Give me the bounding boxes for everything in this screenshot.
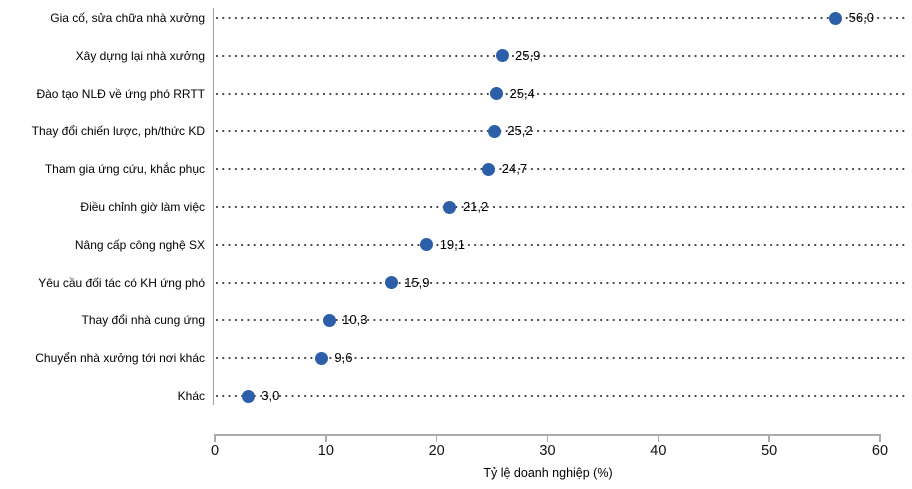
x-axis-title: Tỷ lệ doanh nghiệp (%) — [483, 466, 613, 480]
leader-line — [216, 168, 905, 171]
data-point-dot — [487, 124, 501, 138]
x-tick-label: 60 — [871, 443, 889, 459]
x-tick-label: 50 — [761, 443, 778, 459]
data-point-dot — [384, 276, 398, 290]
data-point-dot — [420, 238, 434, 252]
leader-line — [216, 281, 905, 284]
value-label: 9,6 — [334, 350, 353, 366]
value-label: 19,1 — [439, 236, 465, 252]
category-label: Tham gia ứng cứu, khắc phục — [44, 162, 205, 177]
value-label: 21,2 — [462, 199, 489, 214]
category-label: Thay đổi nhà cung ứng — [81, 313, 205, 328]
leader-line — [216, 357, 905, 360]
category-label: Chuyển nhà xưởng tới nơi khác — [35, 351, 205, 366]
leader-line — [216, 243, 905, 246]
data-point-dot — [322, 313, 336, 327]
x-tick-label: 30 — [539, 443, 556, 459]
data-point-dot — [314, 351, 328, 365]
value-label: 24,7 — [501, 161, 528, 177]
leader-line — [216, 92, 905, 95]
data-point-dot — [495, 49, 509, 63]
plot-area: Gia cố, sửa chữa nhà xưởng Xây dựng lại n… — [0, 0, 905, 420]
leader-line — [216, 17, 905, 19]
x-tick-mark — [657, 435, 660, 442]
x-tick-mark — [879, 435, 881, 442]
x-tick-label: 40 — [650, 443, 667, 459]
value-label: 10,3 — [342, 312, 368, 328]
x-tick-mark — [325, 435, 327, 442]
value-label: 15,9 — [404, 274, 430, 290]
data-point-dot — [829, 11, 843, 25]
category-label: Yêu cầu đối tác có KH ứng phó — [38, 275, 205, 290]
leader-line — [216, 395, 905, 397]
x-tick-mark — [435, 435, 438, 442]
value-label: 25,4 — [509, 85, 535, 101]
x-tick-mark — [214, 435, 216, 442]
value-label: 25,9 — [515, 47, 541, 63]
category-label: Thay đổi chiến lược, ph/thức KD — [31, 124, 205, 139]
category-label: Điều chỉnh giờ làm việc — [80, 200, 205, 214]
value-label: 3,0 — [261, 388, 280, 403]
x-tick-label: 0 — [210, 443, 220, 459]
category-label: Gia cố, sửa chữa nhà xưởng — [50, 11, 205, 25]
x-tick-mark — [546, 435, 549, 442]
value-label: 25,2 — [507, 123, 533, 139]
data-point-dot — [482, 162, 496, 176]
category-label: Khác — [177, 389, 205, 403]
category-label: Đào tạo NLĐ về ứng phó RRTT — [36, 86, 205, 101]
data-point-dot — [490, 87, 504, 101]
value-label: 56,0 — [848, 10, 874, 25]
category-axis-line — [212, 8, 214, 405]
x-tick-mark — [768, 435, 770, 442]
category-label: Nâng cấp công nghệ SX — [74, 237, 205, 252]
leader-line — [216, 206, 905, 208]
x-tick-label: 10 — [317, 443, 334, 459]
data-point-dot — [443, 200, 457, 214]
leader-line — [216, 54, 905, 57]
data-point-dot — [241, 389, 255, 403]
category-label: Xây dựng lại nhà xưởng — [75, 48, 205, 63]
category-axis-labels: Gia cố, sửa chữa nhà xưởng Xây dựng lại n… — [0, 0, 205, 420]
leader-line — [216, 130, 905, 133]
leader-line — [216, 319, 905, 322]
x-tick-label: 20 — [428, 443, 445, 459]
